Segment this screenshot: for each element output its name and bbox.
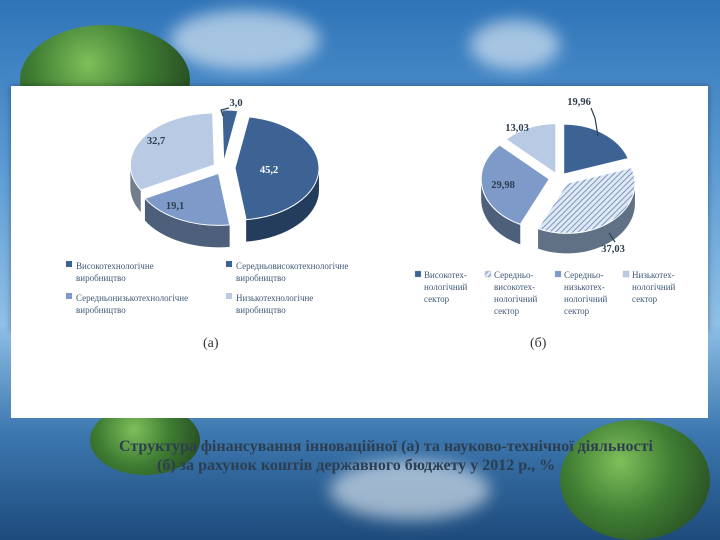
pie-slice-side	[130, 165, 141, 213]
slice-data-label: 32,7	[147, 136, 165, 147]
chart-panel: 3,0 45,2 19,1 32,7 19,96 37,03 29,98 13,03 Вис…	[11, 86, 708, 332]
background-planet	[560, 420, 710, 540]
pie-slice	[480, 144, 550, 225]
legend-entry: Середньо-високотех-нологічний сектор	[494, 270, 538, 316]
legend-swatch	[484, 270, 492, 278]
legend-swatch	[414, 270, 422, 278]
legend-entry: Середньо-низькотех-нологічний сектор	[564, 270, 608, 316]
legend-swatch	[66, 261, 72, 267]
legend-swatch	[622, 270, 630, 278]
background-cloud	[170, 10, 320, 70]
pie-slice	[234, 116, 320, 221]
leader-line	[608, 232, 616, 243]
slice-data-label: 19,1	[166, 201, 184, 212]
slice-data-label: 45,2	[260, 165, 278, 176]
slice-data-label: 19,96	[567, 97, 591, 108]
legend-entry: Високотех-нологічний сектор	[424, 270, 468, 304]
leader-line	[220, 107, 230, 117]
legend-swatch	[226, 261, 232, 267]
pie-chart-a: 3,0 45,2 19,1 32,7	[129, 98, 320, 248]
slice-data-label: 29,98	[491, 180, 515, 191]
pie-slice	[537, 167, 636, 234]
pie-chart-b: 19,96 37,03 29,98 13,03	[480, 97, 636, 255]
legend-entry: Середньонизькотехнологічне виробництво	[76, 293, 188, 315]
background-cloud	[330, 460, 490, 520]
pie-slice	[505, 123, 557, 175]
pie-slice-side	[481, 179, 521, 245]
panel-label-b: (б)	[530, 336, 547, 351]
legend-entry: Низькотехнологічне виробництво	[236, 293, 313, 315]
caption-line-1: Структура фінансування інноваційної (а) …	[119, 438, 653, 455]
panel-label-a: (а)	[203, 336, 219, 351]
pie-slice-side	[246, 168, 319, 242]
charts-svg: 3,0 45,2 19,1 32,7 19,96 37,03 29,98 13,03 Вис…	[66, 97, 676, 316]
caption-line-2: (б) за рахунок коштів державного бюджету…	[157, 457, 556, 474]
caption-panel	[11, 332, 708, 418]
pie-slice	[221, 109, 239, 163]
legend-a: Високотехнологічне виробництво Середньовис…	[66, 261, 348, 315]
legend-b: Високотех-нологічний сектор Середньо-висок…	[414, 270, 676, 316]
slice-data-label: 3,0	[229, 98, 242, 109]
pie-slice-side	[144, 198, 230, 248]
legend-entry: Високотехнологічне виробництво	[76, 261, 154, 283]
pie-slice	[563, 123, 630, 175]
pie-slice	[144, 172, 231, 226]
legend-swatch	[66, 293, 72, 299]
leader-line	[590, 107, 599, 137]
pie-slice	[129, 112, 215, 191]
slice-data-label: 37,03	[601, 244, 625, 255]
figure-caption: Структура фінансування інноваційної (а) …	[119, 437, 709, 475]
legend-swatch	[226, 293, 232, 299]
legend-entry: Низькотех-нологічний сектор	[632, 270, 676, 304]
slice-data-label: 13,03	[505, 123, 529, 134]
legend-swatch	[554, 270, 562, 278]
legend-entry: Середньовисокотехнологічне виробництво	[236, 261, 348, 283]
background-cloud	[470, 20, 560, 70]
